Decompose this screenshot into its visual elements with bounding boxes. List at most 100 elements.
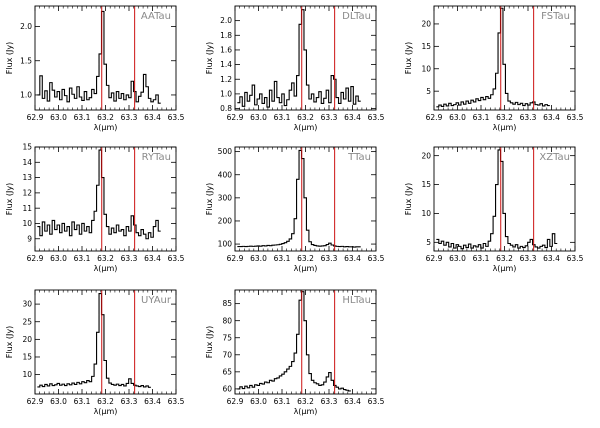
y-tick-label: 2.0 bbox=[220, 16, 232, 25]
x-tick-label: 63.2 bbox=[97, 113, 114, 122]
panel-title: TTau bbox=[347, 152, 371, 163]
y-tick-label: 10 bbox=[421, 64, 431, 73]
x-tick-label: 63.0 bbox=[449, 254, 466, 263]
panel-title: AATau bbox=[141, 11, 171, 22]
x-tick-label: 62.9 bbox=[227, 113, 244, 122]
x-tick-label: 63.4 bbox=[344, 397, 361, 406]
y-tick-label: 20 bbox=[22, 335, 32, 344]
y-tick-label: 1.0 bbox=[20, 91, 32, 100]
y-tick-label: 80 bbox=[222, 316, 232, 325]
panel-title: UYAur bbox=[141, 295, 172, 306]
chart-panel-uyaur: 62.9 63.0 63.1 63.2 63.3 63.4 63.5 10 15 20 25 30 λ(… bbox=[5, 289, 185, 416]
y-tick-label: 11 bbox=[22, 204, 32, 213]
x-tick-label: 63.5 bbox=[368, 254, 385, 263]
x-tick-label: 63.5 bbox=[567, 254, 584, 263]
x-axis-label: λ(μm) bbox=[294, 407, 318, 416]
spectrum-line bbox=[436, 149, 558, 250]
x-tick-label: 63.0 bbox=[250, 397, 267, 406]
x-axis-label: λ(μm) bbox=[493, 264, 517, 273]
y-tick-label: 13 bbox=[22, 173, 32, 182]
y-tick-label: 14 bbox=[22, 158, 32, 167]
chart-panel-aatau: 62.9 63.0 63.1 63.2 63.3 63.4 63.5 1.0 1.5 2.0 λ(μ… bbox=[5, 5, 185, 132]
x-tick-label: 63.0 bbox=[50, 254, 67, 263]
x-tick-label: 63.1 bbox=[473, 254, 490, 263]
x-axis-label: λ(μm) bbox=[294, 264, 318, 273]
y-tick-label: 1.4 bbox=[220, 60, 232, 69]
y-tick-label: 10 bbox=[22, 370, 32, 379]
x-tick-label: 63.5 bbox=[567, 113, 584, 122]
spectrum-line bbox=[237, 149, 361, 248]
x-tick-label: 63.3 bbox=[121, 113, 138, 122]
x-tick-label: 63.4 bbox=[144, 254, 161, 263]
y-axis-label: Flux (Jy) bbox=[5, 42, 14, 75]
panel-title: XZTau bbox=[539, 152, 570, 163]
y-tick-label: 2.0 bbox=[20, 22, 32, 31]
y-tick-label: 1.6 bbox=[220, 46, 232, 55]
x-tick-label: 62.9 bbox=[27, 397, 44, 406]
x-tick-label: 63.0 bbox=[449, 113, 466, 122]
y-axis-label: Flux (Jy) bbox=[5, 326, 14, 359]
y-tick-label: 70 bbox=[222, 350, 232, 359]
chart-panel-dltau: 62.9 63.0 63.1 63.2 63.3 63.4 63.5 0.8 1.0 1.2 1.4… bbox=[205, 5, 385, 132]
x-tick-label: 63.1 bbox=[74, 254, 91, 263]
x-tick-label: 63.4 bbox=[344, 113, 361, 122]
y-axis-label: Flux (Jy) bbox=[404, 183, 413, 216]
panels-group: 62.9 63.0 63.1 63.2 63.3 63.4 63.5 1.0 1.5 2.0 λ(μ… bbox=[5, 5, 584, 416]
x-tick-label: 63.5 bbox=[168, 113, 185, 122]
x-tick-label: 63.2 bbox=[496, 254, 513, 263]
y-tick-label: 30 bbox=[22, 300, 32, 309]
x-tick-label: 62.9 bbox=[227, 254, 244, 263]
x-axis-label: λ(μm) bbox=[493, 123, 517, 132]
x-axis-label: λ(μm) bbox=[94, 264, 118, 273]
x-axis-label: λ(μm) bbox=[294, 123, 318, 132]
x-tick-label: 63.0 bbox=[250, 113, 267, 122]
y-tick-label: 75 bbox=[222, 333, 232, 342]
y-tick-label: 20 bbox=[421, 151, 431, 160]
x-tick-label: 62.9 bbox=[227, 397, 244, 406]
y-tick-label: 1.0 bbox=[220, 89, 232, 98]
x-tick-label: 63.4 bbox=[543, 254, 560, 263]
y-tick-label: 10 bbox=[421, 209, 431, 218]
y-tick-label: 400 bbox=[218, 170, 233, 179]
x-axis-label: λ(μm) bbox=[94, 407, 118, 416]
x-tick-label: 63.3 bbox=[121, 254, 138, 263]
x-tick-label: 63.4 bbox=[144, 113, 161, 122]
y-axis-label: Flux (Jy) bbox=[404, 42, 413, 75]
x-tick-label: 63.1 bbox=[274, 397, 291, 406]
y-tick-label: 200 bbox=[218, 217, 233, 226]
spectrum-line bbox=[37, 10, 161, 104]
y-tick-label: 12 bbox=[22, 188, 32, 197]
y-tick-label: 5 bbox=[426, 238, 431, 247]
x-tick-label: 63.0 bbox=[250, 254, 267, 263]
x-tick-label: 62.9 bbox=[426, 113, 443, 122]
x-tick-label: 63.3 bbox=[520, 254, 537, 263]
x-tick-label: 63.3 bbox=[520, 113, 537, 122]
y-tick-label: 1.2 bbox=[220, 75, 232, 84]
x-tick-label: 63.1 bbox=[74, 397, 91, 406]
y-axis-label: Flux (Jy) bbox=[205, 42, 214, 75]
x-tick-label: 62.9 bbox=[27, 113, 44, 122]
panel-title: RYTau bbox=[142, 152, 171, 163]
x-tick-label: 63.3 bbox=[321, 254, 338, 263]
y-axis-label: Flux (Jy) bbox=[205, 326, 214, 359]
y-axis-label: Flux (Jy) bbox=[5, 183, 14, 216]
y-tick-label: 100 bbox=[218, 240, 233, 249]
chart-panel-ttau: 62.9 63.0 63.1 63.2 63.3 63.4 63.5 100 200 300 400… bbox=[205, 146, 385, 273]
y-tick-label: 20 bbox=[421, 20, 431, 29]
x-tick-label: 63.5 bbox=[368, 113, 385, 122]
chart-panel-hltau: 62.9 63.0 63.1 63.2 63.3 63.4 63.5 60 65 70 75 80 85… bbox=[205, 289, 385, 416]
panel-title: DLTau bbox=[342, 11, 371, 22]
x-tick-label: 63.2 bbox=[496, 113, 513, 122]
y-tick-label: 10 bbox=[22, 219, 32, 228]
x-tick-label: 62.9 bbox=[27, 254, 44, 263]
y-tick-label: 1.8 bbox=[220, 31, 232, 40]
panel-title: HLTau bbox=[342, 295, 371, 306]
x-tick-label: 63.4 bbox=[144, 397, 161, 406]
y-tick-label: 15 bbox=[421, 42, 431, 51]
x-tick-label: 63.3 bbox=[321, 113, 338, 122]
y-tick-label: 25 bbox=[22, 317, 32, 326]
x-tick-label: 63.2 bbox=[97, 397, 114, 406]
y-tick-label: 60 bbox=[222, 384, 232, 393]
y-tick-label: 500 bbox=[218, 147, 233, 156]
